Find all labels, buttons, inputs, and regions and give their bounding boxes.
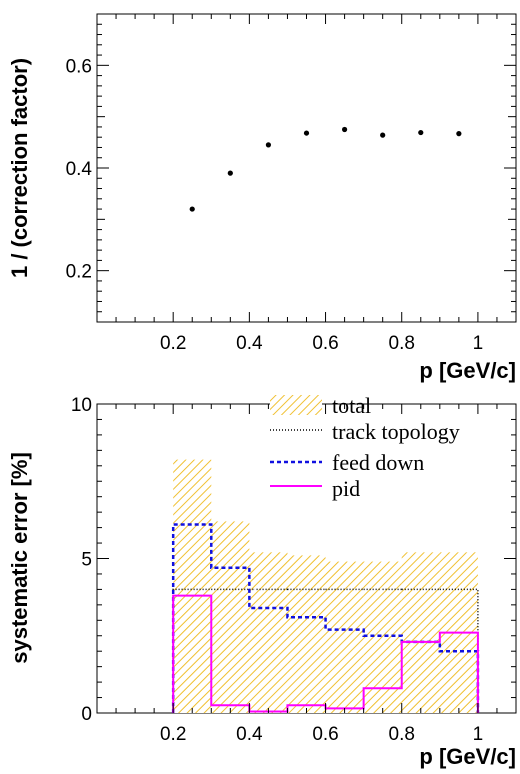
top-y-axis-title: 1 / (correction factor) bbox=[7, 58, 32, 278]
legend: total track topology feed down pid bbox=[270, 393, 460, 501]
data-point bbox=[265, 142, 272, 148]
total-bar bbox=[211, 521, 250, 713]
total-bar bbox=[287, 555, 326, 713]
x-tick-label: 0.8 bbox=[389, 333, 415, 354]
correction-factor-panel: 0.2 0.4 0.6 0.8 1 0.2 0.4 0.6 1 / (correction f… bbox=[7, 13, 517, 383]
total-bar bbox=[325, 561, 364, 713]
x-tick-label: 0.4 bbox=[236, 333, 263, 354]
data-point bbox=[303, 130, 310, 136]
legend-label-feed-down: feed down bbox=[332, 450, 424, 475]
top-data-points bbox=[189, 126, 462, 212]
x-tick-label: 0.2 bbox=[160, 333, 186, 354]
x-tick-label: 1 bbox=[473, 724, 484, 745]
data-point bbox=[456, 131, 462, 137]
x-tick-label: 0.4 bbox=[236, 724, 263, 745]
total-bar bbox=[249, 552, 288, 713]
legend-label-pid: pid bbox=[332, 476, 360, 501]
y-tick-label: 0.4 bbox=[66, 159, 93, 180]
legend-swatch-total bbox=[270, 395, 322, 415]
y-tick-label: 10 bbox=[71, 395, 92, 416]
top-x-axis-title: p [GeV/c] bbox=[419, 358, 516, 383]
bottom-x-axis-title: p [GeV/c] bbox=[419, 744, 516, 769]
total-bar bbox=[363, 561, 402, 713]
total-bar bbox=[173, 459, 212, 713]
y-tick-label: 0 bbox=[81, 704, 92, 725]
feed-down-hist bbox=[171, 523, 480, 713]
x-tick-label: 1 bbox=[473, 333, 484, 354]
top-plot-frame bbox=[96, 13, 517, 323]
track-topology-hist bbox=[172, 588, 479, 713]
data-point bbox=[341, 126, 348, 133]
x-tick-label: 0.8 bbox=[389, 724, 415, 745]
bottom-histograms bbox=[171, 459, 480, 713]
y-tick-label: 0.6 bbox=[66, 56, 92, 77]
legend-label-track-topology: track topology bbox=[332, 419, 460, 444]
x-tick-label: 0.6 bbox=[312, 333, 338, 354]
x-tick-label: 0.6 bbox=[312, 724, 338, 745]
total-bar bbox=[401, 552, 440, 713]
data-point bbox=[227, 170, 233, 176]
legend-label-total: total bbox=[332, 393, 371, 418]
x-tick-label: 0.2 bbox=[160, 724, 186, 745]
data-point bbox=[380, 132, 386, 138]
bottom-y-axis-title: systematic error [%] bbox=[7, 452, 32, 664]
data-point bbox=[189, 206, 195, 212]
y-tick-label: 5 bbox=[81, 550, 92, 571]
top-ticks: 0.2 0.4 0.6 0.8 1 0.2 0.4 0.6 bbox=[66, 13, 516, 354]
y-tick-label: 0.2 bbox=[66, 262, 92, 283]
data-point bbox=[418, 129, 424, 136]
